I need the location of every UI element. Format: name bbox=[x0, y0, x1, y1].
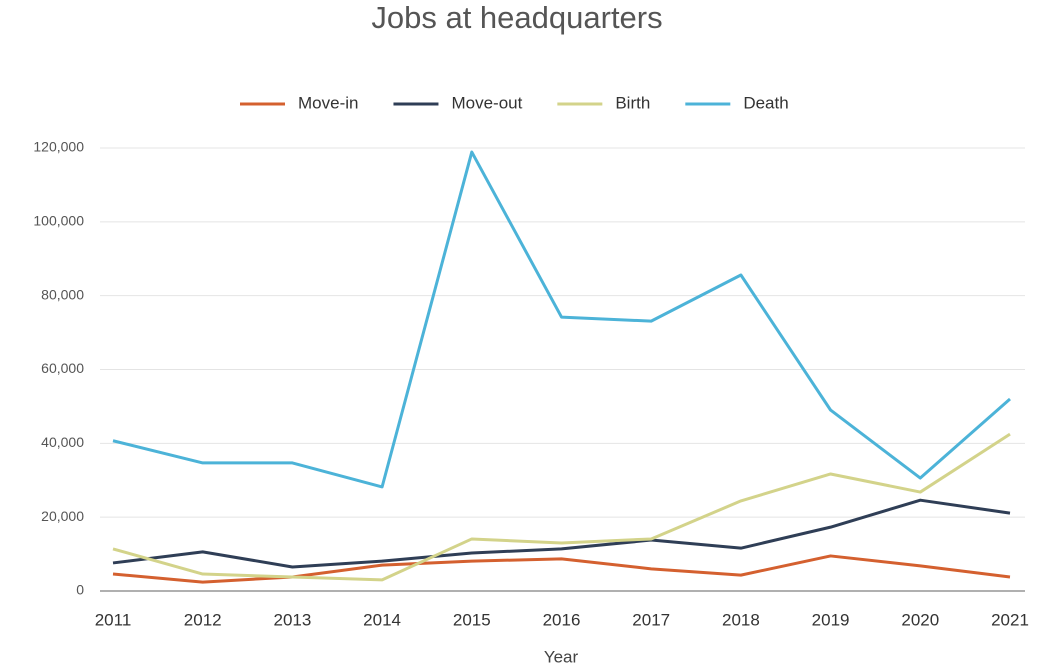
chart-title: Jobs at headquarters bbox=[371, 0, 662, 35]
line-series bbox=[112, 498, 1011, 569]
x-tick-label: 2016 bbox=[543, 610, 581, 629]
line-series bbox=[112, 554, 1011, 584]
legend-label: Death bbox=[743, 93, 788, 112]
legend-label: Move-in bbox=[298, 93, 358, 112]
legend-label: Move-out bbox=[451, 93, 522, 112]
x-tick-label: 2011 bbox=[95, 610, 132, 629]
line-series bbox=[112, 150, 1011, 489]
line-series bbox=[112, 432, 1011, 582]
y-tick-label: 100,000 bbox=[33, 213, 84, 229]
x-tick-label: 2017 bbox=[632, 610, 670, 629]
x-tick-label: 2012 bbox=[184, 610, 222, 629]
y-tick-label: 40,000 bbox=[41, 434, 84, 450]
x-tick-label: 2018 bbox=[722, 610, 760, 629]
x-tick-label: 2020 bbox=[901, 610, 939, 629]
x-axis-label: Year bbox=[544, 647, 579, 666]
y-tick-label: 60,000 bbox=[41, 360, 84, 376]
x-tick-label: 2015 bbox=[453, 610, 491, 629]
x-tick-label: 2019 bbox=[812, 610, 850, 629]
y-tick-label: 0 bbox=[76, 582, 84, 598]
y-tick-label: 120,000 bbox=[33, 139, 84, 155]
x-tick-label: 2013 bbox=[273, 610, 311, 629]
x-tick-label: 2021 bbox=[991, 610, 1029, 629]
y-tick-label: 20,000 bbox=[41, 508, 84, 524]
legend-label: Birth bbox=[615, 93, 650, 112]
y-tick-label: 80,000 bbox=[41, 286, 84, 302]
x-tick-label: 2014 bbox=[363, 610, 401, 629]
